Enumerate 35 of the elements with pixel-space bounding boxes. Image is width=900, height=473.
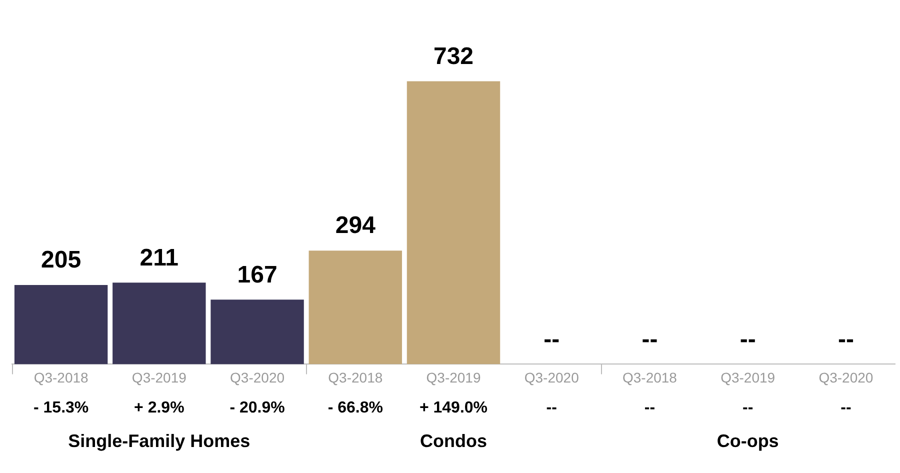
data-label: 167 [237,261,278,288]
bar [14,284,108,364]
text: -- [642,326,658,353]
bar [210,300,304,364]
text: + 149.0% [419,400,488,417]
text: -- [544,326,560,353]
data-label: 732 [433,42,474,70]
x-tick-label: Q3-2018 [34,369,89,386]
bar [406,81,500,364]
bar [112,282,206,364]
x-tick-label: Q3-2019 [426,369,481,386]
x-tick-label: Q3-2018 [328,369,383,386]
text: - 66.8% [328,400,383,417]
text: -- [838,326,854,353]
text: Condos [420,431,487,452]
text: Single-Family Homes [68,431,250,452]
x-tick-label: Q3-2020 [524,369,580,386]
text: + 2.9% [134,400,184,417]
data-label: 205 [41,246,82,274]
text: -- [742,400,754,417]
text: -- [644,400,656,417]
text: -- [740,326,756,353]
x-tick-label: Q3-2020 [230,369,285,386]
x-tick-label: Q3-2020 [818,369,874,386]
text: Co-ops [716,431,779,452]
text: - 20.9% [230,400,285,417]
x-tick-label: Q3-2018 [622,369,678,386]
text: -- [546,400,557,417]
x-tick-label: Q3-2019 [720,369,776,386]
text: - 15.3% [33,400,89,417]
x-tick-label: Q3-2019 [132,369,187,386]
text: -- [840,400,852,417]
data-label: 294 [335,212,376,240]
data-label: 211 [140,244,179,272]
bar [308,250,402,364]
